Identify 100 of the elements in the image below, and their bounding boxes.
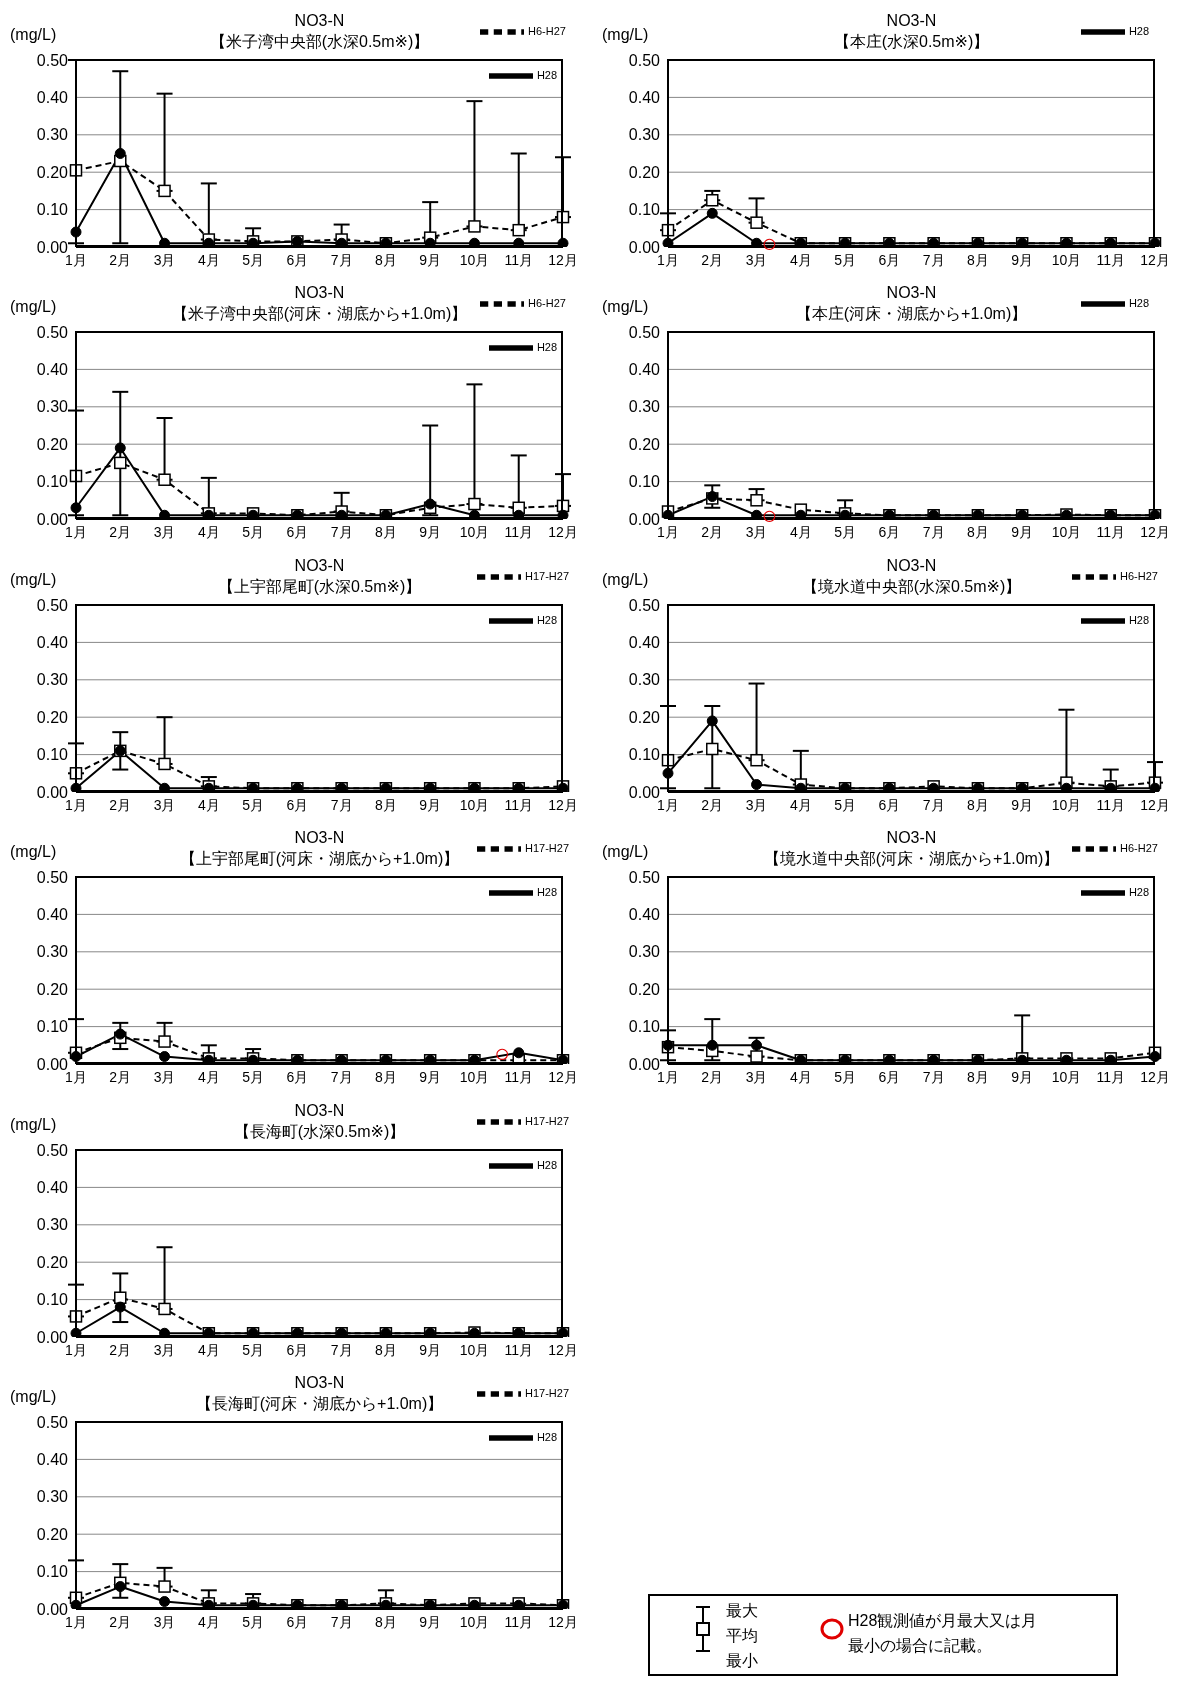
legend-label: H17-H27 bbox=[524, 841, 570, 854]
y-tick-label: 0.10 bbox=[36, 746, 69, 764]
x-tick-label: 8月 bbox=[375, 251, 397, 268]
x-tick-label: 8月 bbox=[375, 1068, 397, 1085]
x-tick-label: 11月 bbox=[504, 796, 533, 813]
x-tick-label: 10月 bbox=[459, 796, 490, 813]
x-tick-label: 12月 bbox=[548, 1613, 578, 1630]
x-tick-label: 7月 bbox=[922, 251, 945, 268]
x-tick-label: 6月 bbox=[286, 1341, 309, 1358]
legend-label: H28 bbox=[536, 1430, 558, 1443]
y-tick-label: 0.50 bbox=[36, 51, 69, 69]
x-tick-label: 3月 bbox=[153, 251, 176, 268]
y-axis-title: (mg/L) bbox=[10, 1116, 57, 1134]
y-tick-label: 0.30 bbox=[36, 398, 69, 416]
x-tick-label: 2月 bbox=[109, 523, 132, 540]
chart-subtitle: 【上宇部尾町(水深0.5m※)】 bbox=[217, 578, 422, 595]
x-tick-label: 12月 bbox=[548, 523, 578, 540]
x-tick-label: 8月 bbox=[967, 523, 989, 540]
chart-title: NO3-N bbox=[886, 284, 937, 301]
y-tick-label: 0.10 bbox=[628, 201, 661, 219]
x-tick-label: 5月 bbox=[242, 1613, 264, 1630]
chart-subtitle: 【境水道中央部(水深0.5m※)】 bbox=[801, 578, 1022, 595]
y-tick-label: 0.40 bbox=[628, 89, 661, 107]
y-tick-label: 0.40 bbox=[628, 906, 661, 924]
x-tick-label: 10月 bbox=[1051, 1068, 1082, 1085]
chart-subtitle: 【長海町(河床・湖底から+1.0m)】 bbox=[195, 1395, 444, 1412]
y-tick-label: 0.20 bbox=[36, 1525, 69, 1543]
x-tick-label: 3月 bbox=[153, 1341, 176, 1358]
y-tick-label: 0.30 bbox=[36, 1216, 69, 1234]
y-tick-label: 0.30 bbox=[36, 671, 69, 689]
x-tick-label: 11月 bbox=[1096, 1068, 1125, 1085]
y-tick-label: 0.30 bbox=[628, 671, 661, 689]
chart-title: NO3-N bbox=[294, 1102, 345, 1119]
x-tick-label: 4月 bbox=[789, 796, 812, 813]
x-tick-label: 12月 bbox=[548, 796, 578, 813]
x-tick-label: 6月 bbox=[286, 1068, 309, 1085]
x-tick-label: 6月 bbox=[286, 523, 309, 540]
legend-label: H28 bbox=[536, 68, 558, 81]
x-tick-label: 8月 bbox=[375, 1613, 397, 1630]
x-tick-label: 9月 bbox=[419, 523, 442, 540]
legend-label: H6-H27 bbox=[1120, 569, 1158, 582]
x-tick-label: 10月 bbox=[459, 1341, 490, 1358]
y-tick-label: 0.00 bbox=[36, 1328, 69, 1346]
y-tick-label: 0.40 bbox=[36, 1451, 69, 1469]
x-tick-label: 11月 bbox=[1096, 523, 1125, 540]
x-tick-label: 9月 bbox=[419, 1068, 442, 1085]
x-tick-label: 8月 bbox=[967, 1068, 989, 1085]
x-tick-label: 11月 bbox=[504, 523, 533, 540]
x-tick-label: 3月 bbox=[745, 1068, 768, 1085]
y-tick-label: 0.50 bbox=[36, 596, 69, 614]
x-tick-label: 7月 bbox=[330, 796, 353, 813]
x-tick-label: 5月 bbox=[834, 796, 856, 813]
y-tick-label: 0.50 bbox=[628, 868, 661, 886]
x-tick-label: 7月 bbox=[330, 1068, 353, 1085]
y-tick-label: 0.20 bbox=[628, 708, 661, 726]
x-tick-label: 6月 bbox=[286, 251, 309, 268]
y-tick-label: 0.20 bbox=[628, 163, 661, 181]
x-tick-label: 3月 bbox=[153, 523, 176, 540]
x-tick-label: 2月 bbox=[109, 1341, 132, 1358]
y-tick-label: 0.00 bbox=[36, 1600, 69, 1618]
x-tick-label: 4月 bbox=[197, 1341, 220, 1358]
x-tick-label: 7月 bbox=[922, 1068, 945, 1085]
x-tick-label: 4月 bbox=[197, 796, 220, 813]
x-tick-label: 5月 bbox=[242, 523, 264, 540]
y-tick-label: 0.30 bbox=[36, 943, 69, 961]
x-tick-label: 3月 bbox=[153, 1613, 176, 1630]
chart-title: NO3-N bbox=[886, 12, 937, 29]
x-tick-label: 9月 bbox=[1011, 796, 1034, 813]
x-tick-label: 2月 bbox=[701, 1068, 724, 1085]
chart-title: NO3-N bbox=[294, 829, 345, 846]
y-tick-label: 0.10 bbox=[36, 1018, 69, 1036]
y-axis-title: (mg/L) bbox=[602, 843, 649, 861]
x-tick-label: 9月 bbox=[1011, 251, 1034, 268]
x-tick-label: 3月 bbox=[745, 796, 768, 813]
y-tick-label: 0.50 bbox=[36, 323, 69, 341]
x-tick-label: 2月 bbox=[109, 1613, 132, 1630]
text: H28観測値が月最大又は月最小の場合に記載。 bbox=[848, 1611, 1039, 1656]
y-tick-label: 0.20 bbox=[36, 980, 69, 998]
y-tick-label: 0.10 bbox=[628, 473, 661, 491]
y-tick-label: 0.10 bbox=[36, 201, 69, 219]
chart-subtitle: 【本庄(水深0.5m※)】 bbox=[833, 33, 990, 50]
y-axis-title: (mg/L) bbox=[10, 298, 57, 316]
x-tick-label: 9月 bbox=[419, 796, 442, 813]
y-tick-label: 0.50 bbox=[36, 1413, 69, 1431]
x-tick-label: 5月 bbox=[242, 251, 264, 268]
y-tick-label: 0.10 bbox=[36, 1563, 69, 1581]
legend-label: H17-H27 bbox=[524, 1386, 570, 1399]
x-tick-label: 7月 bbox=[330, 523, 353, 540]
y-tick-label: 0.20 bbox=[36, 435, 69, 453]
x-tick-label: 11月 bbox=[504, 251, 533, 268]
chart-subtitle: 【米子湾中央部(水深0.5m※)】 bbox=[209, 33, 430, 50]
x-tick-label: 10月 bbox=[459, 523, 490, 540]
x-tick-label: 11月 bbox=[504, 1613, 533, 1630]
x-tick-label: 11月 bbox=[504, 1341, 533, 1358]
y-tick-label: 0.20 bbox=[36, 708, 69, 726]
x-tick-label: 7月 bbox=[922, 796, 945, 813]
x-tick-label: 5月 bbox=[242, 796, 264, 813]
legend-label: H17-H27 bbox=[524, 569, 570, 582]
x-tick-label: 5月 bbox=[834, 1068, 856, 1085]
x-tick-label: 8月 bbox=[375, 523, 397, 540]
